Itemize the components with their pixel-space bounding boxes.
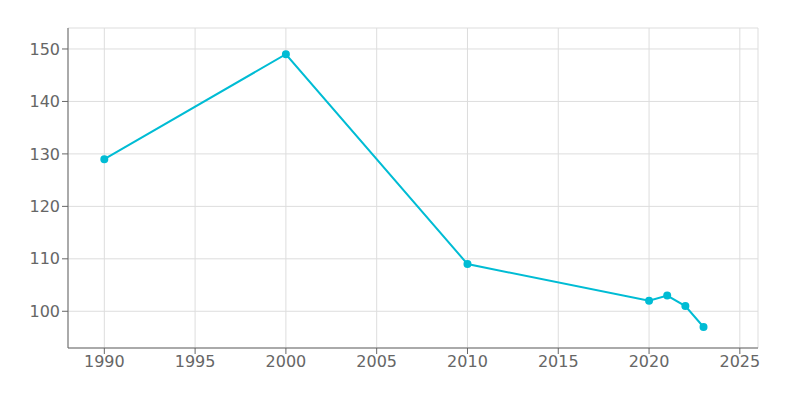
svg-text:110: 110: [29, 249, 60, 268]
svg-text:2005: 2005: [356, 352, 397, 371]
svg-text:120: 120: [29, 197, 60, 216]
svg-text:140: 140: [29, 92, 60, 111]
svg-text:150: 150: [29, 40, 60, 59]
svg-text:100: 100: [29, 302, 60, 321]
svg-text:130: 130: [29, 145, 60, 164]
svg-text:1990: 1990: [84, 352, 125, 371]
svg-text:2015: 2015: [538, 352, 579, 371]
svg-text:1995: 1995: [175, 352, 216, 371]
svg-text:2020: 2020: [629, 352, 670, 371]
svg-text:2010: 2010: [447, 352, 488, 371]
svg-text:2000: 2000: [266, 352, 307, 371]
svg-text:2025: 2025: [719, 352, 760, 371]
